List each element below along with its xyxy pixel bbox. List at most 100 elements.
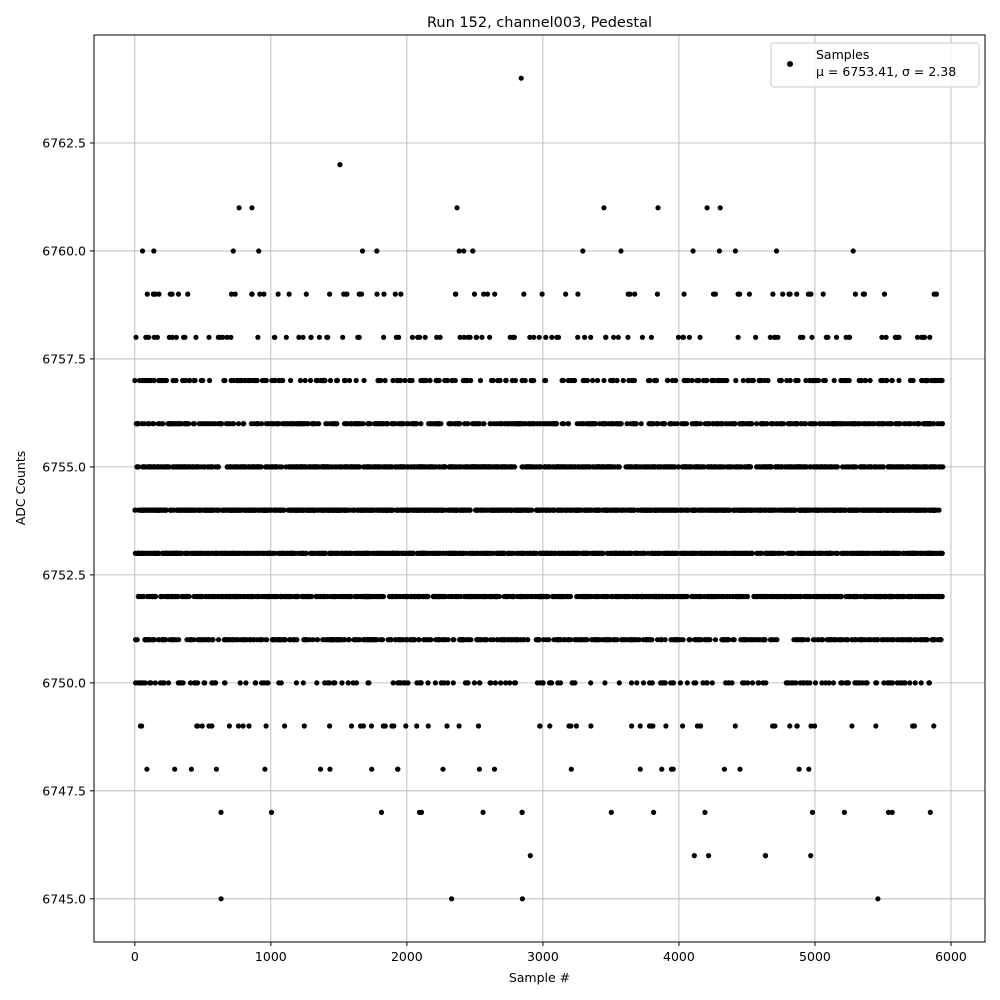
data-point: [463, 550, 469, 556]
data-point: [677, 593, 684, 600]
data-point: [891, 637, 897, 643]
data-point: [637, 723, 643, 729]
data-point: [670, 680, 676, 686]
data-point: [241, 637, 247, 643]
data-point: [241, 550, 247, 556]
data-point: [717, 593, 723, 600]
data-point: [873, 723, 879, 729]
data-point: [837, 507, 843, 513]
data-point: [662, 593, 668, 600]
data-point: [847, 507, 853, 513]
data-point: [712, 637, 719, 643]
data-point: [301, 593, 307, 600]
data-point: [876, 550, 883, 556]
data-point: [528, 464, 534, 470]
data-point: [705, 593, 711, 600]
data-point: [163, 507, 169, 513]
data-point: [250, 637, 257, 643]
data-point: [622, 507, 628, 513]
data-point: [816, 637, 822, 643]
data-point: [569, 464, 575, 470]
data-point: [509, 637, 515, 643]
data-point: [492, 464, 498, 470]
data-point: [393, 593, 399, 600]
data-point: [614, 464, 621, 470]
data-point: [464, 464, 470, 470]
data-point: [212, 593, 219, 600]
data-point: [314, 464, 320, 470]
data-point: [741, 680, 748, 686]
data-point: [332, 464, 338, 470]
data-point: [558, 464, 564, 470]
data-point: [594, 507, 601, 513]
data-point: [197, 507, 203, 513]
data-point: [865, 593, 872, 600]
data-point: [852, 507, 858, 513]
data-point: [159, 593, 165, 600]
data-point: [444, 723, 450, 729]
data-point: [923, 637, 930, 643]
data-point: [793, 680, 799, 686]
data-point: [313, 593, 320, 600]
data-point: [752, 593, 758, 600]
data-point: [259, 680, 265, 686]
data-point: [472, 550, 479, 556]
data-point: [339, 680, 345, 686]
data-point: [278, 593, 284, 600]
data-point: [505, 550, 511, 556]
data-point: [301, 723, 307, 729]
data-point: [345, 680, 351, 686]
data-point: [909, 593, 915, 600]
data-point: [337, 464, 343, 470]
data-point: [351, 637, 357, 643]
data-point: [347, 550, 353, 556]
data-point: [833, 550, 839, 556]
data-point: [512, 637, 518, 643]
data-point: [651, 809, 657, 816]
data-point: [366, 680, 372, 686]
data-point: [804, 680, 810, 686]
data-point: [341, 507, 347, 513]
data-point: [845, 637, 851, 643]
data-point: [403, 723, 409, 729]
data-point: [194, 723, 200, 729]
data-point: [142, 550, 148, 556]
data-point: [241, 464, 247, 470]
data-point: [907, 637, 913, 643]
data-point: [167, 550, 173, 556]
data-point: [580, 593, 586, 600]
data-point: [885, 809, 892, 816]
data-point: [474, 637, 480, 643]
data-point: [872, 464, 878, 470]
data-point: [644, 637, 651, 643]
data-point: [857, 507, 864, 513]
data-point: [855, 550, 861, 556]
data-point: [330, 680, 337, 686]
data-point: [637, 550, 643, 556]
data-point: [439, 637, 445, 643]
data-point: [640, 680, 647, 686]
data-point: [808, 853, 814, 859]
data-point: [574, 550, 580, 556]
data-point: [848, 593, 854, 600]
data-point: [537, 464, 543, 470]
data-point: [544, 550, 550, 556]
data-point: [745, 637, 751, 643]
data-point: [343, 464, 350, 470]
data-point: [704, 421, 711, 427]
data-point: [659, 637, 665, 643]
data-point: [462, 680, 468, 686]
data-point: [833, 637, 839, 643]
data-point: [503, 593, 509, 600]
data-point: [398, 464, 404, 470]
data-point: [820, 637, 826, 643]
data-point: [477, 680, 483, 686]
data-point: [146, 593, 152, 600]
data-point: [814, 593, 820, 600]
data-point: [762, 853, 769, 859]
data-point: [443, 550, 449, 556]
data-point: [238, 507, 244, 513]
data-point: [482, 464, 488, 470]
data-point: [421, 637, 427, 643]
data-point: [279, 550, 285, 556]
